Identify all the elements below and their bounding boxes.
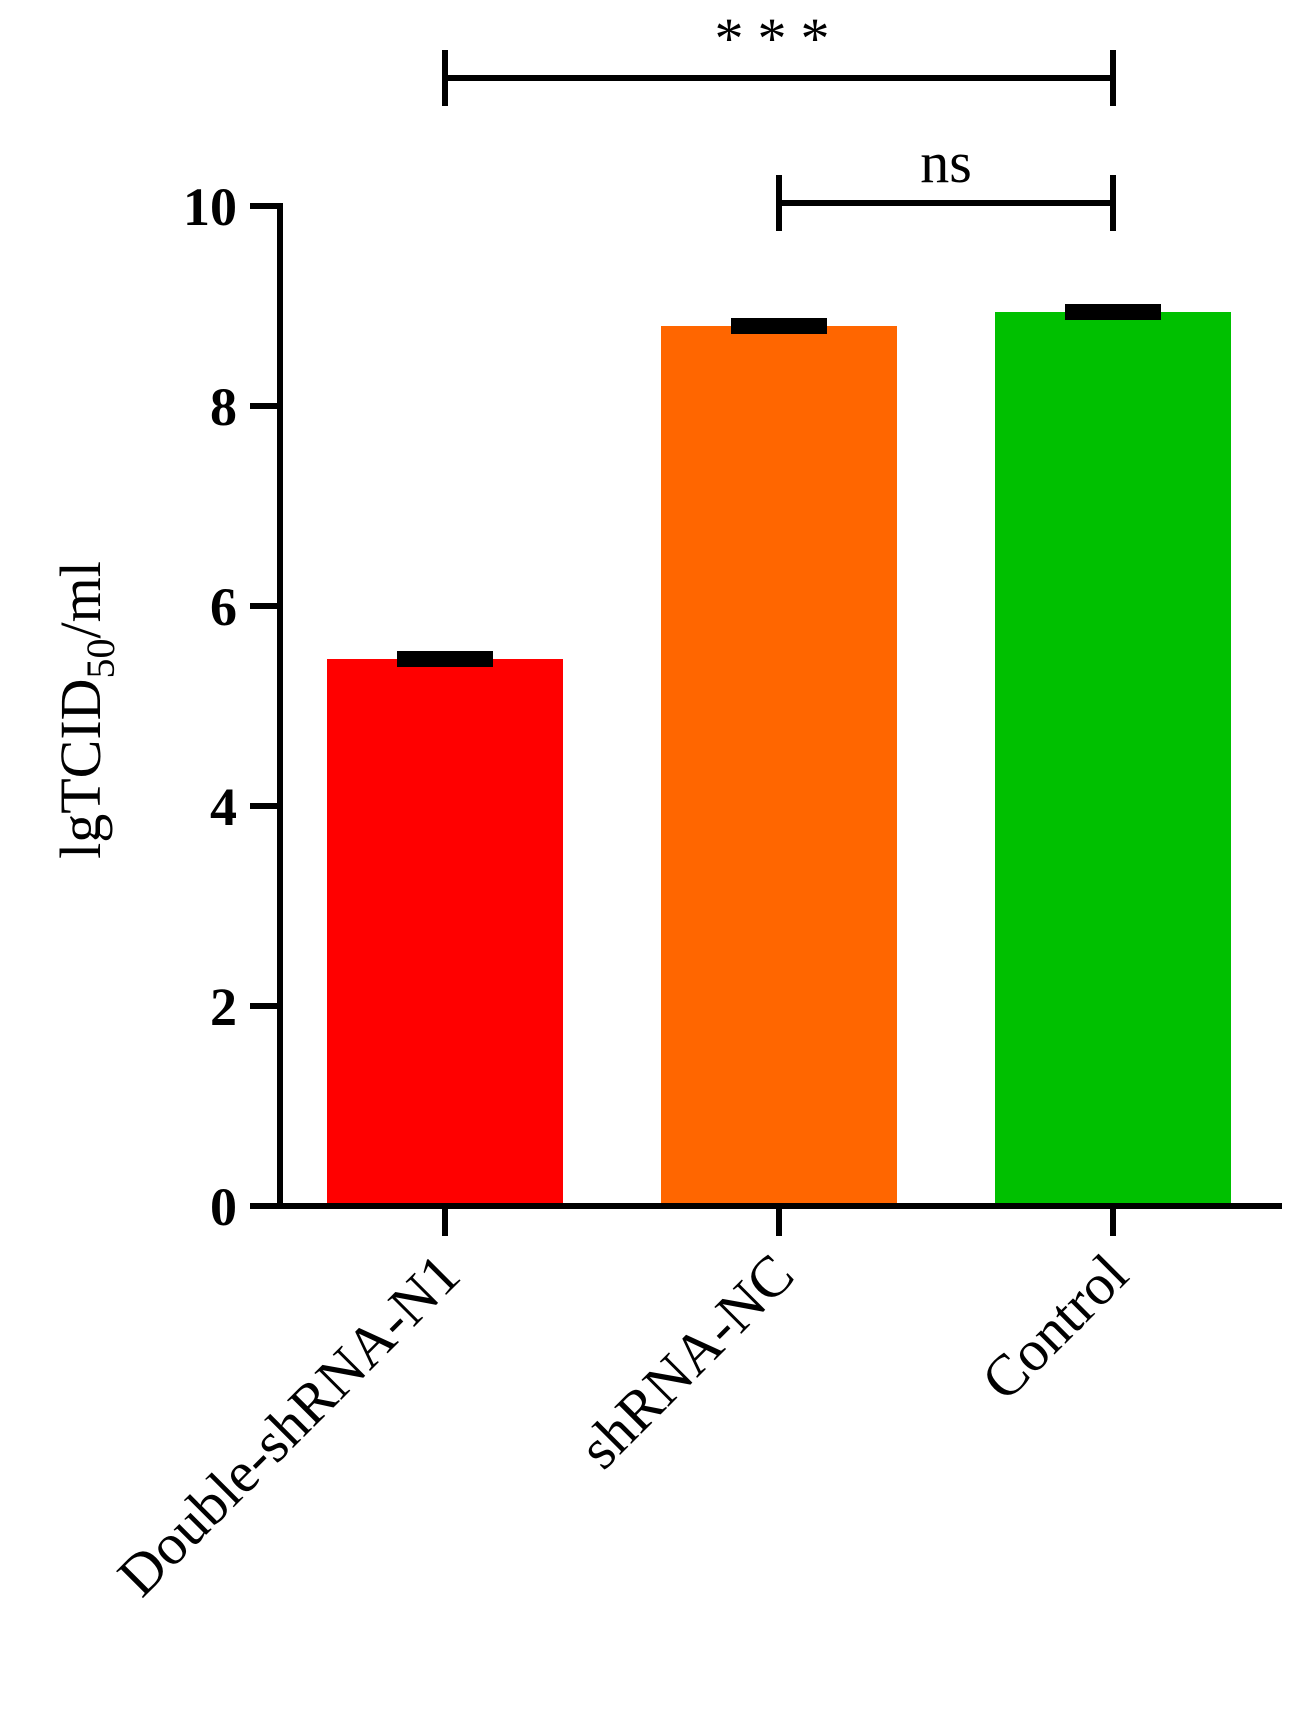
y-tick-label: 6 [210,577,237,637]
error-bar [731,318,827,334]
y-axis-title-suffix: /ml [48,561,113,638]
bars [327,312,1231,1206]
x-tick-label: Control [969,1241,1140,1412]
significance-label: *** [715,6,844,71]
x-tick-label: Double-shRNA-N1 [105,1241,472,1608]
y-tick-label: 10 [183,177,237,237]
bar-shrna-nc [661,326,897,1206]
bar-double-shrna-n1 [327,659,563,1206]
y-tick-label: 8 [210,377,237,437]
x-ticks: Double-shRNA-N1 shRNA-NC Control [105,1206,1140,1608]
x-tick-label: shRNA-NC [567,1241,807,1481]
error-bars [397,304,1161,667]
bar-control [995,312,1231,1206]
error-bar [397,651,493,667]
y-axis-title-subscript: 50 [78,638,123,678]
y-ticks: 0 2 4 6 8 10 [183,177,280,1237]
y-axis-title: lgTCID50/ml [48,561,123,859]
y-tick-label: 2 [210,977,237,1037]
y-axis-title-main: lgTCID [48,678,113,858]
significance-brackets: *** ns [442,6,1116,231]
error-bar [1065,304,1161,320]
y-tick-label: 0 [210,1177,237,1237]
y-tick-label: 4 [210,777,237,837]
significance-label: ns [920,130,972,195]
